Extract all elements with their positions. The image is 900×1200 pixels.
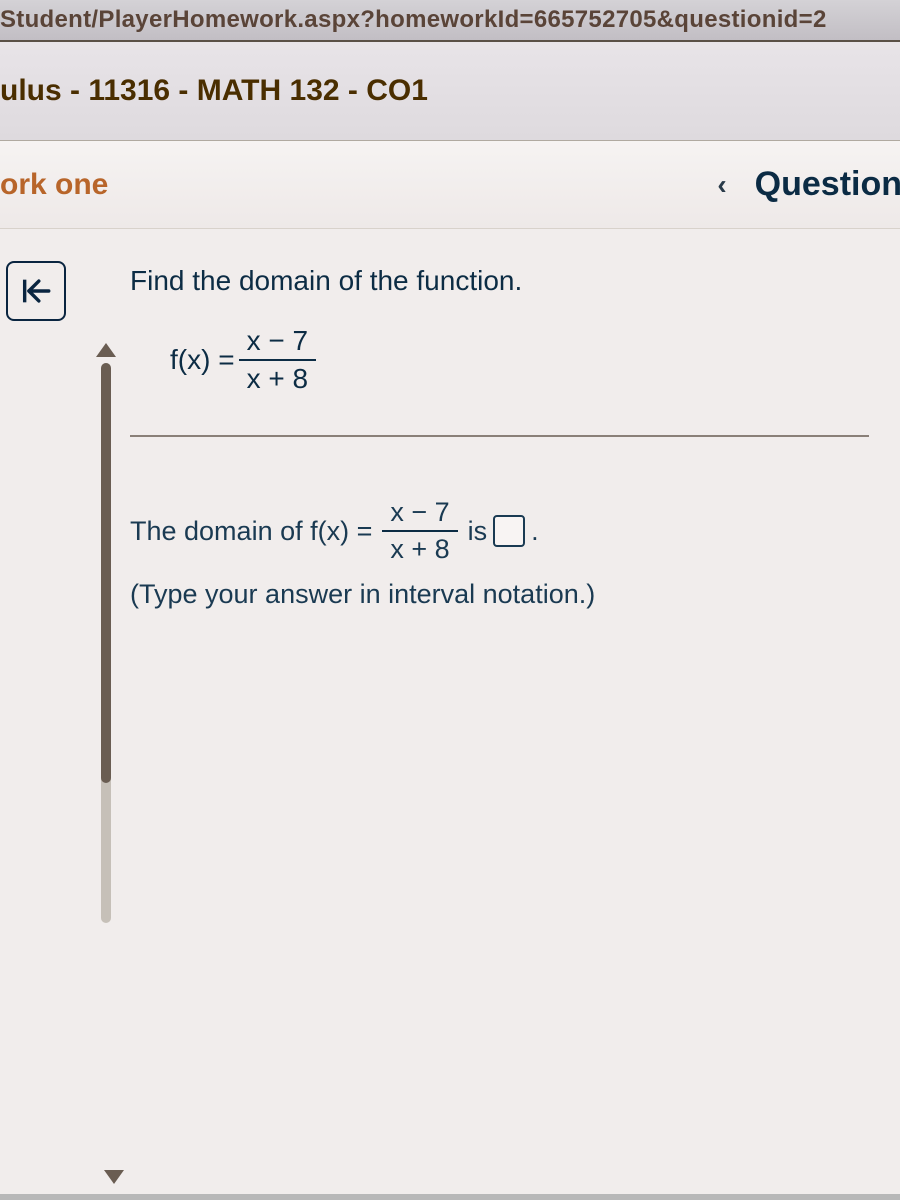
answer-frac-den: x + 8 bbox=[382, 532, 457, 565]
browser-url-bar[interactable]: Student/PlayerHomework.aspx?homeworkId=6… bbox=[0, 0, 900, 42]
answer-period: . bbox=[531, 516, 539, 547]
question-prompt: Find the domain of the function. bbox=[130, 265, 900, 297]
scroll-track[interactable] bbox=[101, 363, 111, 923]
question-nav-label[interactable]: Question bbox=[755, 165, 900, 204]
course-title: ulus - 11316 - MATH 132 - CO1 bbox=[0, 42, 900, 141]
assignment-name: ork one bbox=[0, 168, 108, 202]
collapse-left-icon bbox=[19, 274, 53, 308]
fraction-denominator: x + 8 bbox=[239, 361, 316, 395]
scroll-up-icon[interactable] bbox=[96, 343, 116, 357]
fraction-numerator: x − 7 bbox=[239, 325, 316, 359]
answer-input[interactable] bbox=[493, 515, 525, 547]
section-divider bbox=[130, 435, 869, 437]
scroll-down-icon[interactable] bbox=[104, 1170, 124, 1184]
collapse-panel-button[interactable] bbox=[6, 261, 66, 321]
prev-question-button[interactable]: ‹ bbox=[717, 169, 726, 201]
answer-frac-num: x − 7 bbox=[382, 497, 457, 530]
scrollbar[interactable] bbox=[92, 343, 120, 923]
function-lhs: f(x) = bbox=[170, 344, 235, 376]
assignment-subheader: ork one ‹ Question bbox=[0, 141, 900, 229]
function-definition: f(x) = x − 7 x + 8 bbox=[170, 325, 900, 395]
answer-sentence: The domain of f(x) = x − 7 x + 8 is . bbox=[130, 497, 900, 565]
answer-fraction: x − 7 x + 8 bbox=[382, 497, 457, 565]
answer-is-text: is bbox=[468, 516, 488, 547]
answer-hint: (Type your answer in interval notation.) bbox=[130, 579, 900, 610]
answer-lead-text: The domain of f(x) = bbox=[130, 516, 372, 547]
scroll-thumb[interactable] bbox=[101, 363, 111, 783]
question-content: Find the domain of the function. f(x) = … bbox=[120, 265, 900, 610]
question-panel: Find the domain of the function. f(x) = … bbox=[0, 229, 900, 1194]
fraction: x − 7 x + 8 bbox=[239, 325, 316, 395]
